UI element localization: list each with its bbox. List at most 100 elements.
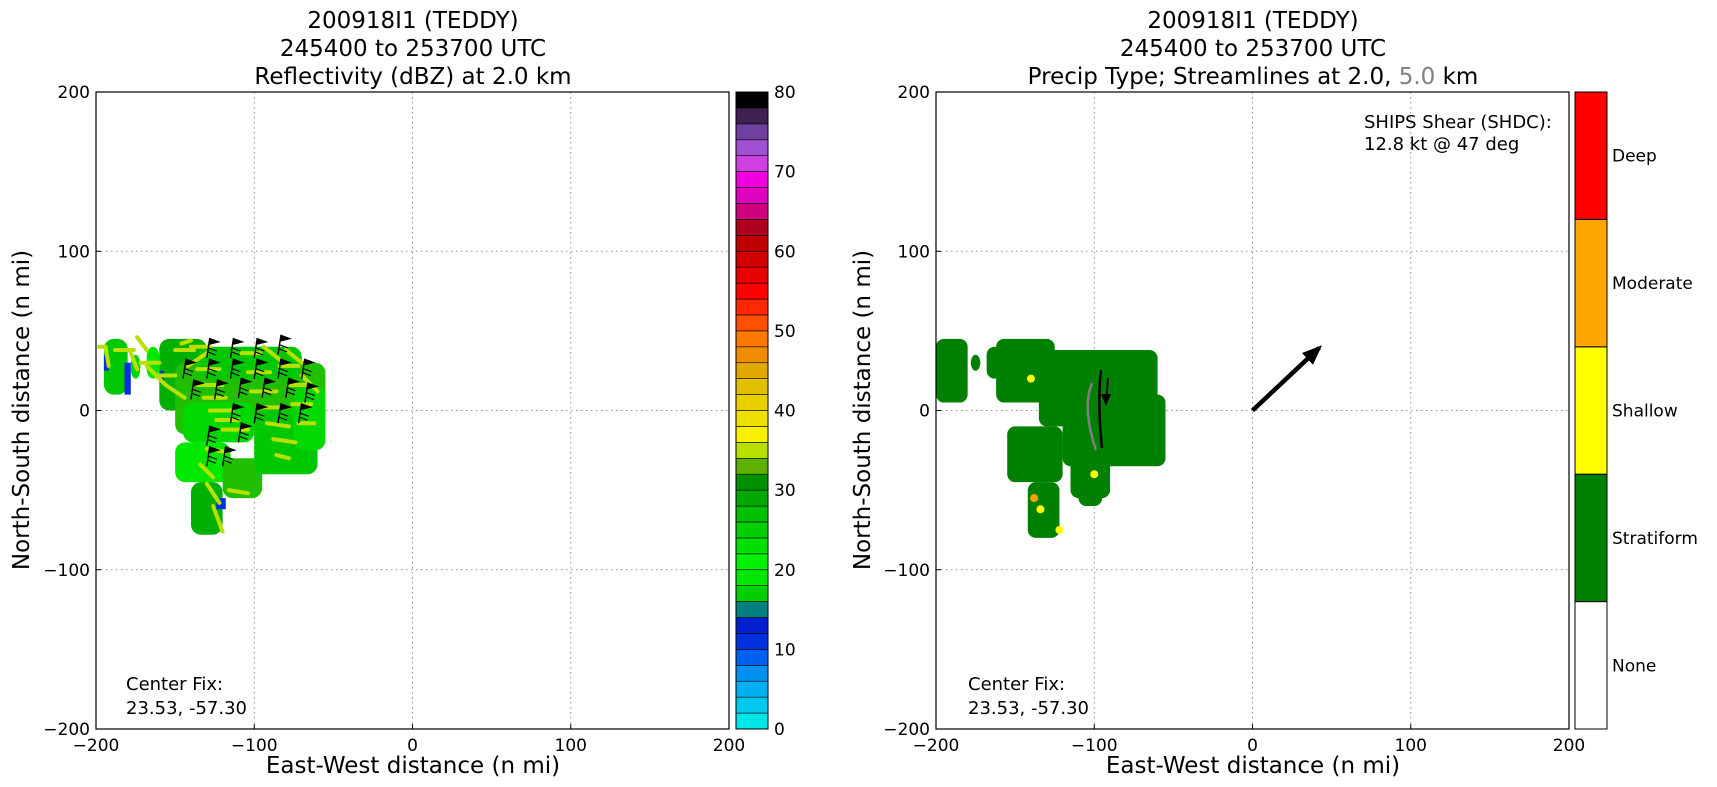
colorbar-segment <box>735 394 769 411</box>
reflectivity-band <box>103 344 111 368</box>
colorbar-frame <box>735 91 769 730</box>
y-tick-label: −100 <box>43 561 90 581</box>
right-precip-type-field <box>936 338 1166 538</box>
ships-shear-label: SHIPS Shear (SHDC): <box>1364 112 1552 133</box>
reflectivity-band <box>211 504 225 534</box>
convective-spot <box>1030 494 1039 503</box>
wind-barb <box>229 403 245 424</box>
right-streamlines <box>1086 369 1111 451</box>
colorbar-segment <box>735 489 769 507</box>
reflectivity-band <box>198 462 216 480</box>
wind-barb <box>253 403 269 424</box>
wind-barb <box>297 403 313 424</box>
reflectivity-blob <box>293 386 326 451</box>
wind-barb <box>206 337 221 359</box>
right-x-axis-label: East-West distance (n mi) <box>1106 753 1400 779</box>
streamline-arrowhead <box>1101 394 1111 406</box>
colorbar-segment <box>735 537 769 555</box>
colorbar-tick-label: 70 <box>774 163 796 183</box>
shear-arrow-head <box>1302 345 1323 365</box>
right-title-line-3-suffix: km <box>1443 64 1479 90</box>
colorbar-segment <box>735 187 769 204</box>
colorbar-segment <box>735 266 769 284</box>
x-tick-label: 200 <box>713 736 745 756</box>
colorbar-segment <box>735 633 769 650</box>
colorbar-segment <box>735 712 769 730</box>
wind-barb <box>213 379 229 400</box>
colorbar-segment <box>735 680 769 698</box>
wind-barb <box>253 337 269 359</box>
colorbar-segment <box>735 314 769 332</box>
colorbar-segment <box>735 91 769 109</box>
x-tick-label: −100 <box>231 736 278 756</box>
colorbar-segment <box>735 696 769 714</box>
precip-colorbar-label: None <box>1612 656 1656 676</box>
stratiform-region <box>1007 426 1063 483</box>
convective-spot <box>1055 525 1064 534</box>
colorbar-segment <box>735 330 769 348</box>
left-x-axis-label: East-West distance (n mi) <box>266 753 560 779</box>
x-tick-label: 0 <box>1247 736 1258 756</box>
wind-barb <box>253 358 269 379</box>
precip-colorbar-segment <box>1574 346 1608 475</box>
right-title-line-2: 245400 to 253700 UTC <box>1120 36 1386 62</box>
y-tick-label: 200 <box>58 83 90 103</box>
left-center-fix-label: Center Fix: <box>126 674 223 695</box>
colorbar-segment <box>735 203 769 220</box>
x-tick-label: −100 <box>1071 736 1118 756</box>
reflectivity-band <box>283 347 304 365</box>
wind-barb <box>237 377 253 398</box>
colorbar-segment <box>735 282 769 300</box>
reflectivity-band <box>204 481 222 505</box>
colorbar-segment <box>735 123 769 141</box>
colorbar-tick-label: 20 <box>774 561 796 581</box>
reflectivity-band <box>135 335 149 352</box>
right-center-fix-label: Center Fix: <box>968 674 1065 695</box>
wind-barb <box>277 334 292 355</box>
x-tick-label: −200 <box>913 736 960 756</box>
reflectivity-band <box>271 437 298 445</box>
streamline-5km <box>1086 382 1098 451</box>
wind-barb <box>285 377 300 398</box>
precip-colorbar-label: Stratiform <box>1612 529 1698 549</box>
colorbar-segment <box>735 649 769 666</box>
right-title-line-3: Precip Type; Streamlines at 2.0, 5.0 km <box>1028 64 1479 90</box>
colorbar-tick-label: 10 <box>774 640 796 660</box>
colorbar-segment <box>735 473 769 491</box>
colorbar-segment <box>735 553 769 571</box>
y-tick-label: 0 <box>79 402 90 422</box>
colorbar-segment <box>735 585 769 602</box>
y-tick-label: 100 <box>898 242 930 262</box>
colorbar-segment <box>735 410 769 427</box>
colorbar-segment <box>735 235 769 252</box>
stratiform-region <box>970 354 981 371</box>
wind-barb <box>277 358 292 379</box>
wind-barb <box>261 377 277 398</box>
colorbar-tick-label: 60 <box>774 242 796 262</box>
stratiform-region <box>936 338 968 403</box>
reflectivity-blob <box>103 338 128 395</box>
precip-colorbar-label: Shallow <box>1612 402 1678 422</box>
precip-colorbar-label: Deep <box>1612 147 1657 167</box>
reflectivity-band <box>179 338 193 346</box>
colorbar-segment <box>735 378 769 395</box>
left-panel: 200918I1 (TEDDY) 245400 to 253700 UTC Re… <box>9 8 796 779</box>
x-tick-label: 100 <box>555 736 587 756</box>
precip-colorbar-segment <box>1574 473 1608 603</box>
wind-barb <box>221 446 237 467</box>
colorbar-segment <box>735 346 769 364</box>
wind-barb <box>182 358 198 379</box>
colorbar-segment <box>735 219 769 236</box>
reflectivity-band <box>163 383 187 400</box>
reflectivity-blob <box>183 402 255 443</box>
y-tick-label: −200 <box>883 720 930 740</box>
wind-barb <box>304 382 319 403</box>
reflectivity-band <box>128 351 140 372</box>
convective-spot <box>1036 505 1045 514</box>
wind-barb <box>229 337 245 359</box>
convective-spot <box>1026 374 1035 383</box>
y-tick-label: −100 <box>883 561 930 581</box>
colorbar-segment <box>735 171 769 188</box>
left-colorbar: 0 10 20 30 40 50 60 70 80 <box>735 83 796 740</box>
